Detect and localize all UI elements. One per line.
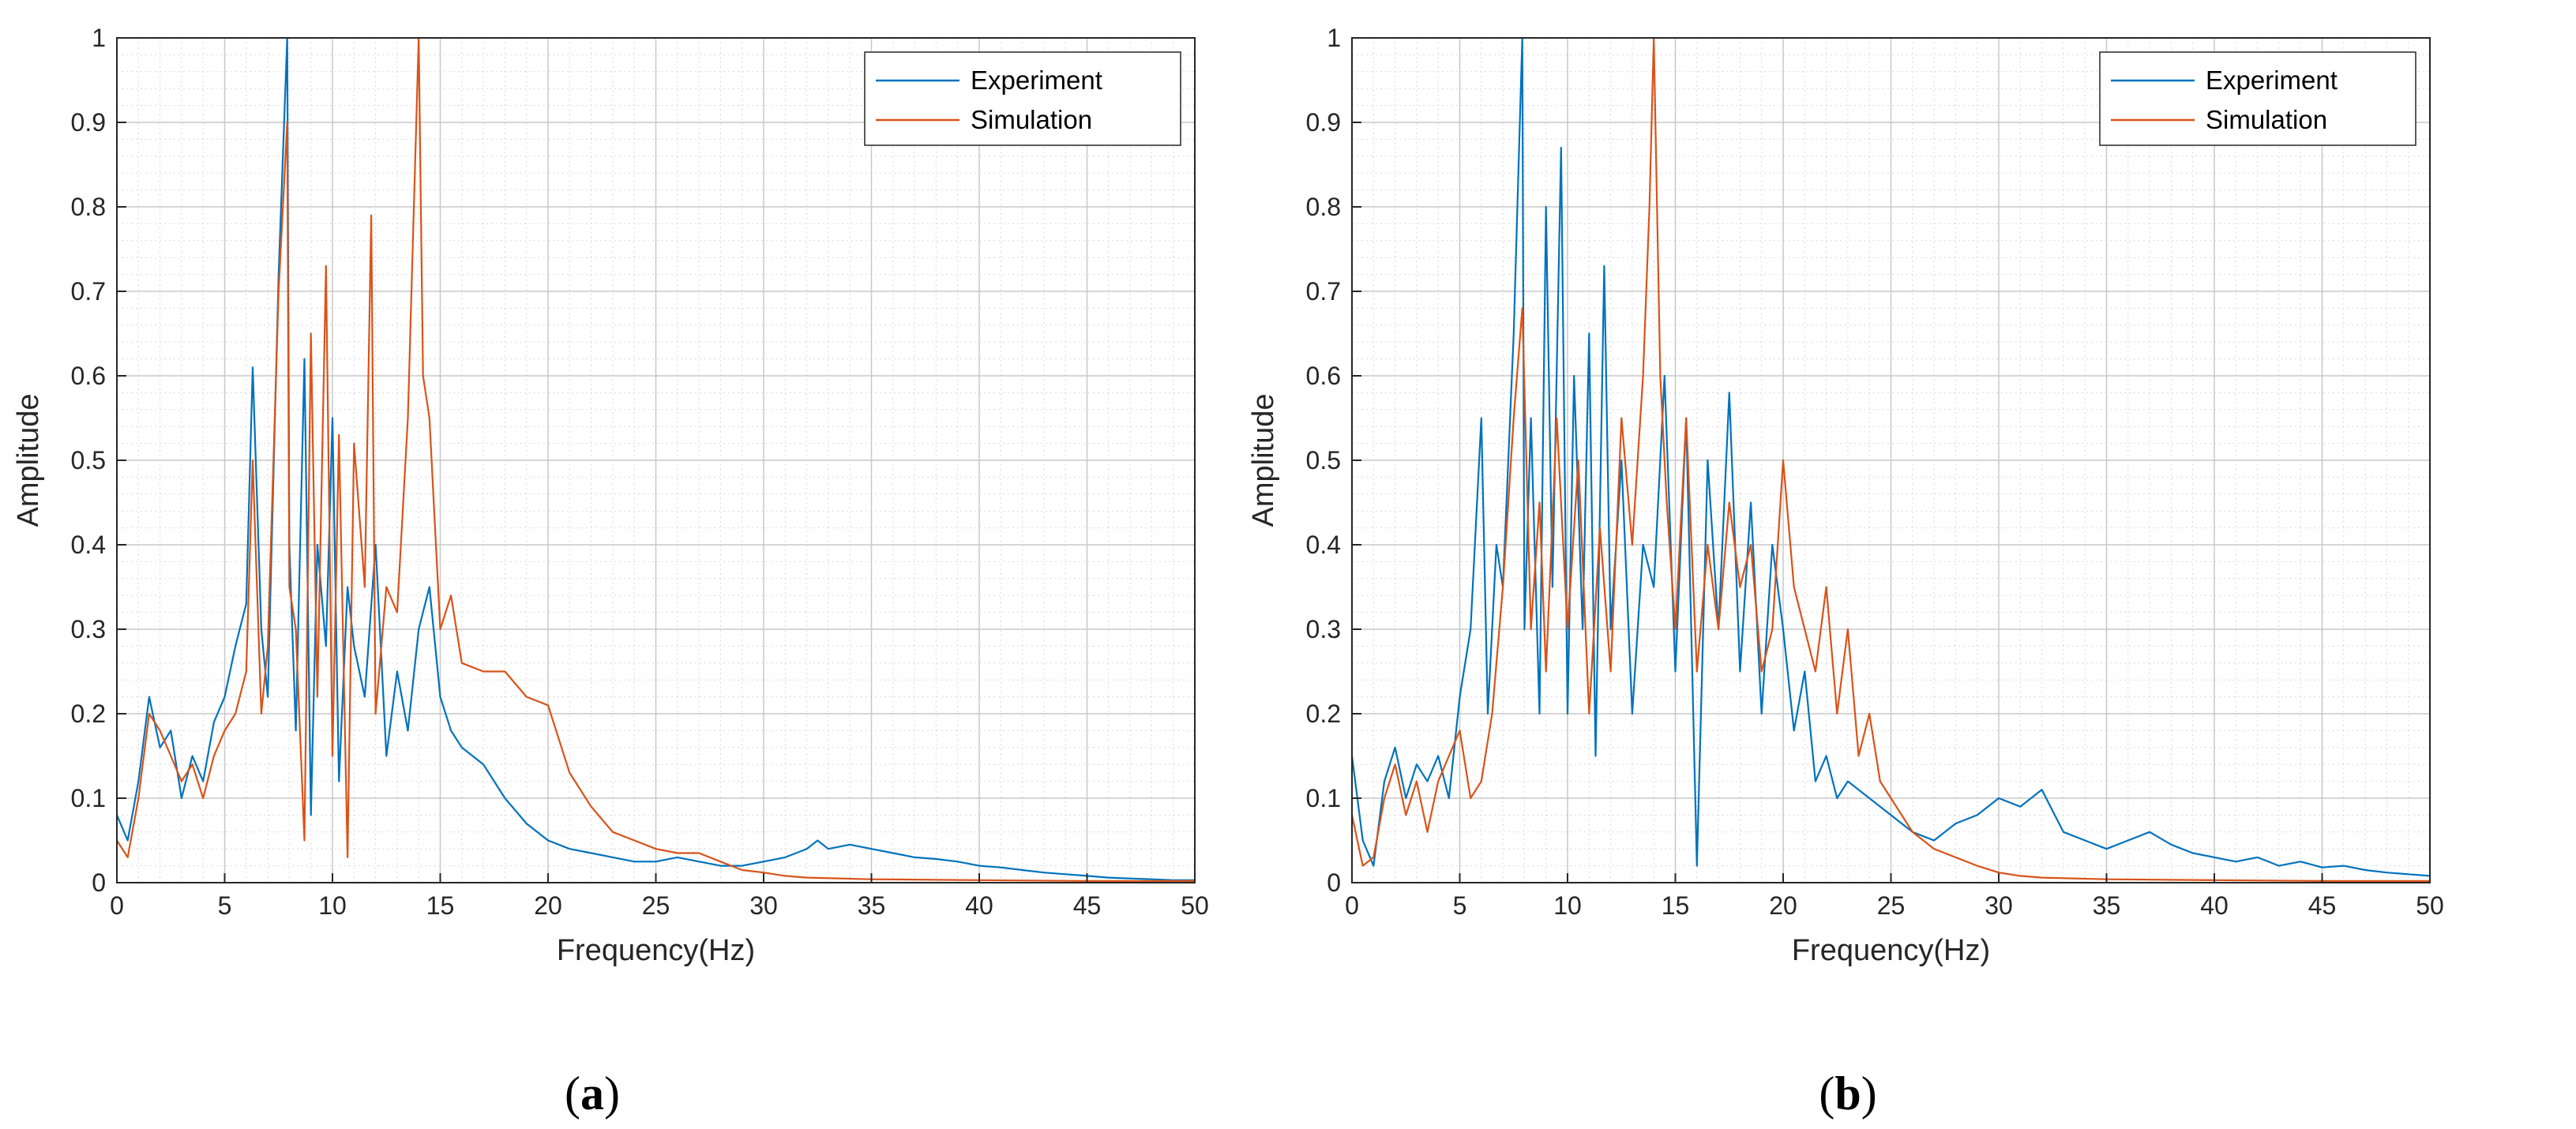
x-tick-label: 0 xyxy=(1345,891,1359,920)
y-tick-label: 0.4 xyxy=(1306,531,1341,559)
caption-a: (a) xyxy=(565,1067,620,1120)
y-tick-label: 0.7 xyxy=(71,277,106,306)
y-tick-label: 0.6 xyxy=(71,362,106,390)
y-tick-label: 0.5 xyxy=(1306,446,1341,474)
x-tick-label: 20 xyxy=(534,891,562,920)
y-axis-title: Amplitude xyxy=(12,394,45,527)
x-tick-label: 50 xyxy=(2416,891,2444,920)
series-line-simulation xyxy=(1350,36,2430,883)
x-tick-label: 35 xyxy=(2093,891,2121,920)
caption-b: (b) xyxy=(1819,1067,1876,1120)
x-tick-label: 20 xyxy=(1769,891,1797,920)
x-axis-title: Frequency(Hz) xyxy=(1792,934,1990,967)
x-axis-title: Frequency(Hz) xyxy=(557,934,755,967)
legend: Experiment Simulation xyxy=(864,51,1181,146)
x-tick-label: 15 xyxy=(426,891,455,920)
legend-box xyxy=(2099,51,2416,146)
panel-a: 0 5 10 15 20 25 30 35 40 45 50 0 0.1 0.2 0.3 0.4 0.5 0.6 0… xyxy=(12,24,1209,967)
y-tick-label: 0 xyxy=(1327,868,1341,897)
caption-a-letter: a xyxy=(580,1067,604,1120)
legend-label-simulation: Simulation xyxy=(2206,105,2327,134)
y-tick-label: 0.9 xyxy=(1306,108,1341,137)
series-line-simulation xyxy=(116,36,1195,883)
panel-b: 0 5 10 15 20 25 30 35 40 45 50 0 0.1 0.2 0.3 0.4 0.5 0.6 0… xyxy=(1247,24,2444,967)
y-tick-label: 0.9 xyxy=(71,108,106,137)
x-tick-label: 5 xyxy=(1453,891,1467,920)
x-tick-label: 50 xyxy=(1181,891,1209,920)
x-tick-label: 45 xyxy=(1073,891,1102,920)
y-axis-title: Amplitude xyxy=(1247,394,1280,527)
x-tick-label: 5 xyxy=(218,891,232,920)
y-tick-label: 0.8 xyxy=(71,193,106,221)
legend: Experiment Simulation xyxy=(2099,51,2416,146)
y-tick-label: 0 xyxy=(92,868,106,897)
x-tick-label: 10 xyxy=(1553,891,1582,920)
x-tick-label: 40 xyxy=(2200,891,2229,920)
x-tick-label: 40 xyxy=(965,891,993,920)
legend-label-simulation: Simulation xyxy=(971,105,1092,134)
y-tick-label: 0.2 xyxy=(1306,700,1341,728)
y-tick-label: 0.1 xyxy=(71,784,106,812)
y-tick-label: 0.1 xyxy=(1306,784,1341,812)
x-tick-label: 25 xyxy=(1877,891,1906,920)
series-line-experiment xyxy=(1350,36,2431,877)
x-tick-label: 30 xyxy=(749,891,778,920)
y-tick-label: 0.3 xyxy=(1306,615,1341,643)
y-tick-label: 0.3 xyxy=(71,615,106,643)
y-tick-label: 0.6 xyxy=(1306,362,1341,390)
legend-label-experiment: Experiment xyxy=(2206,66,2338,95)
y-tick-label: 0.8 xyxy=(1306,193,1341,221)
x-tick-label: 10 xyxy=(318,891,347,920)
legend-label-experiment: Experiment xyxy=(971,66,1102,95)
x-tick-label: 15 xyxy=(1662,891,1690,920)
x-tick-label: 30 xyxy=(1985,891,2013,920)
y-tick-label: 1 xyxy=(1327,24,1341,52)
legend-box xyxy=(864,51,1181,146)
y-tick-label: 0.4 xyxy=(71,531,106,559)
y-tick-label: 0.7 xyxy=(1306,277,1341,306)
y-tick-label: 1 xyxy=(92,24,106,52)
x-tick-label: 25 xyxy=(642,891,670,920)
x-tick-label: 0 xyxy=(110,891,124,920)
series-line-experiment xyxy=(115,36,1195,881)
x-tick-label: 45 xyxy=(2308,891,2337,920)
x-tick-label: 35 xyxy=(858,891,886,920)
y-tick-label: 0.2 xyxy=(71,700,106,728)
y-tick-label: 0.5 xyxy=(71,446,106,474)
caption-b-letter: b xyxy=(1834,1067,1861,1120)
